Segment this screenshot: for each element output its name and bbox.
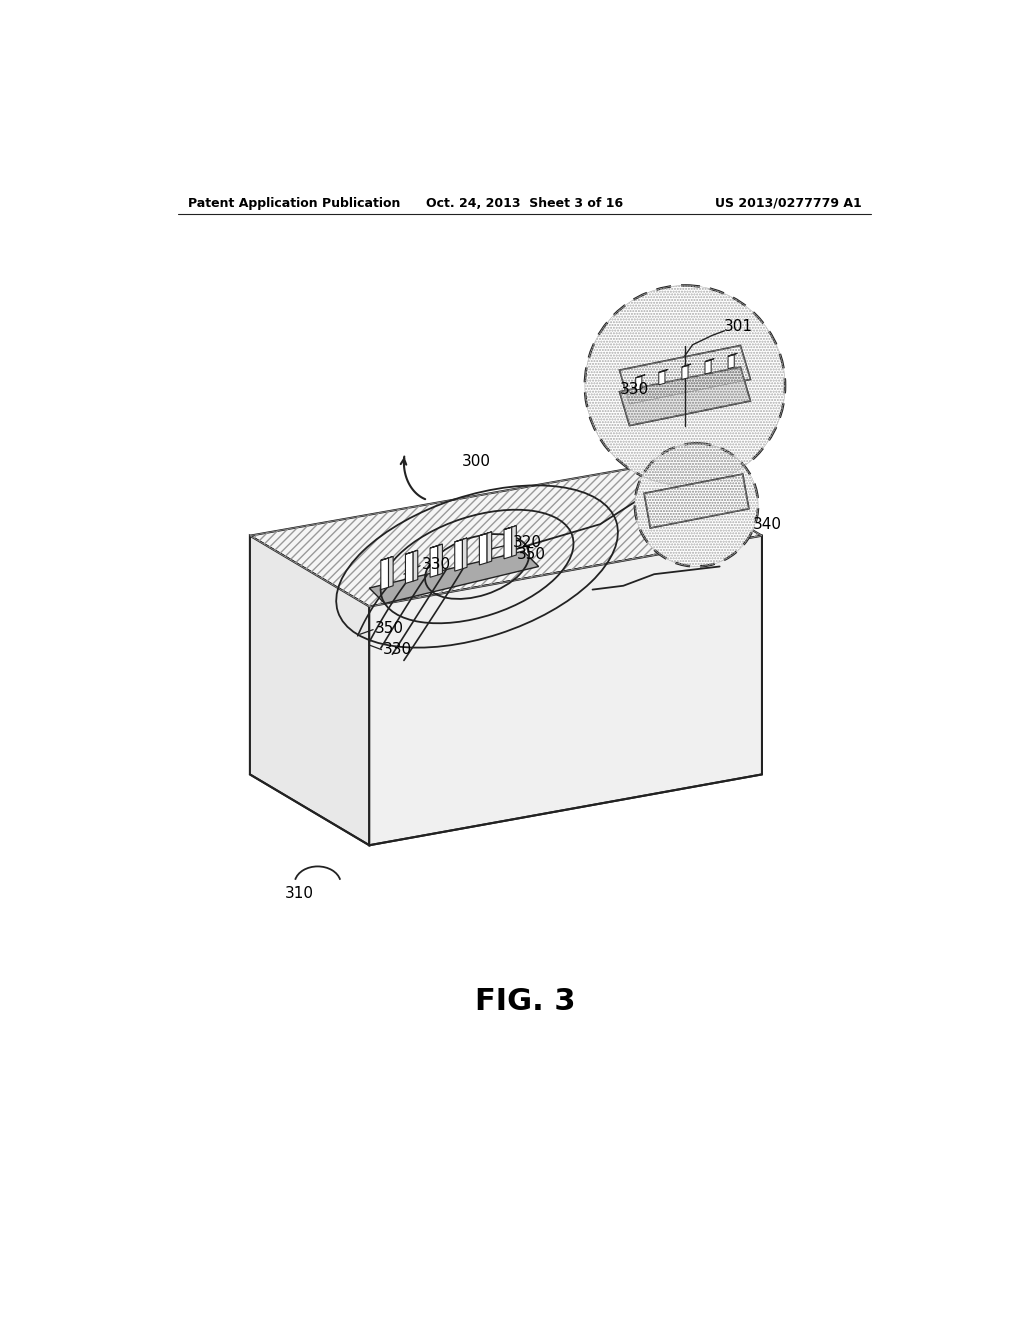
Text: 310: 310 [285, 886, 313, 902]
Polygon shape [487, 532, 492, 562]
Polygon shape [250, 466, 762, 607]
Text: 330: 330 [621, 381, 649, 397]
Polygon shape [705, 359, 714, 362]
Circle shape [635, 444, 758, 566]
Polygon shape [512, 525, 516, 557]
Polygon shape [479, 532, 492, 536]
Polygon shape [636, 376, 642, 391]
Polygon shape [504, 525, 516, 529]
Polygon shape [504, 527, 512, 558]
Circle shape [585, 285, 785, 486]
Text: Oct. 24, 2013  Sheet 3 of 16: Oct. 24, 2013 Sheet 3 of 16 [426, 197, 624, 210]
Text: 330: 330 [383, 642, 413, 657]
Polygon shape [438, 544, 442, 576]
Polygon shape [479, 533, 487, 565]
Text: 350: 350 [375, 620, 403, 636]
Polygon shape [430, 545, 438, 577]
Polygon shape [370, 536, 762, 845]
Polygon shape [644, 474, 749, 528]
Polygon shape [388, 557, 393, 587]
Text: 301: 301 [724, 318, 754, 334]
Polygon shape [463, 539, 467, 569]
Text: Patent Application Publication: Patent Application Publication [188, 197, 400, 210]
Polygon shape [728, 355, 734, 368]
Polygon shape [413, 550, 418, 581]
Polygon shape [406, 550, 418, 554]
Text: 320: 320 [512, 535, 542, 550]
Text: US 2013/0277779 A1: US 2013/0277779 A1 [716, 197, 862, 210]
Polygon shape [620, 367, 751, 425]
Text: 300: 300 [462, 454, 490, 469]
Text: 340: 340 [753, 516, 781, 532]
Polygon shape [381, 557, 393, 560]
Polygon shape [250, 536, 370, 845]
Polygon shape [370, 552, 539, 603]
Polygon shape [455, 540, 463, 572]
Polygon shape [705, 360, 711, 374]
Polygon shape [636, 375, 645, 378]
Text: 330: 330 [422, 557, 451, 572]
Polygon shape [658, 371, 665, 385]
Text: 350: 350 [517, 548, 546, 562]
Polygon shape [406, 552, 413, 583]
Polygon shape [620, 346, 751, 404]
Polygon shape [430, 544, 442, 548]
Polygon shape [682, 366, 688, 379]
Polygon shape [682, 364, 691, 367]
Text: FIG. 3: FIG. 3 [474, 987, 575, 1016]
Polygon shape [455, 539, 467, 543]
Polygon shape [728, 354, 737, 356]
Polygon shape [381, 558, 388, 590]
Polygon shape [658, 370, 668, 372]
